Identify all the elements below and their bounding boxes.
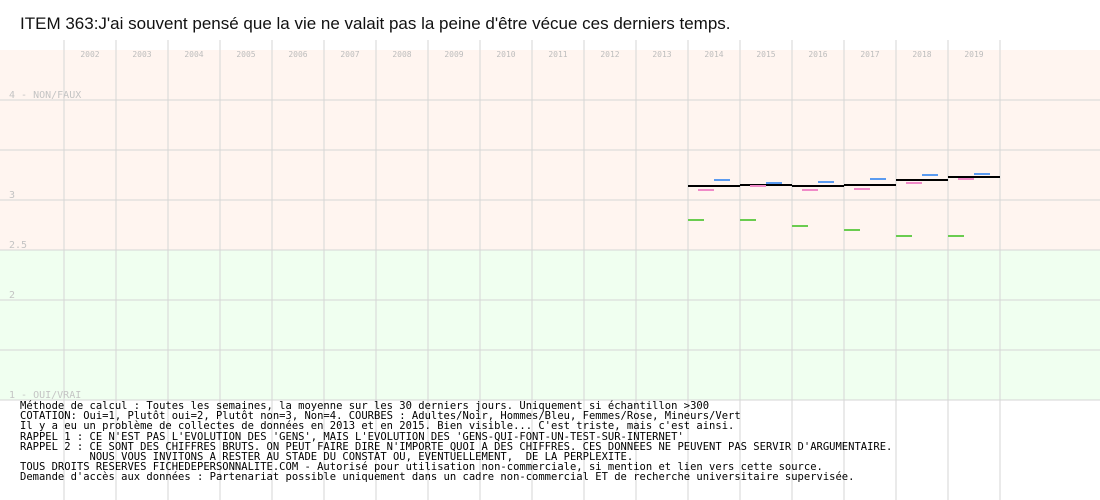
note-line: Il y a eu un problème de collectes de do… [20, 420, 735, 433]
year-label: 2015 [756, 50, 775, 59]
notes-block: Méthode de calcul : Toutes les semaines,… [20, 401, 1095, 483]
y-axis-label: 4 - NON/FAUX [9, 90, 81, 101]
year-label: 2008 [392, 50, 411, 59]
year-label: 2013 [652, 50, 671, 59]
year-label: 2012 [600, 50, 619, 59]
y-axis-label: 2.5 [9, 240, 27, 251]
note-line: COTATION: Oui=1, Plutôt oui=2, Plutôt no… [20, 410, 741, 423]
year-label: 2011 [548, 50, 567, 59]
y-axis-label: 3 [9, 190, 15, 201]
y-axis-label: 2 [9, 290, 15, 301]
note-line: Demande d'accès aux données : Partenaria… [20, 471, 855, 484]
year-label: 2009 [444, 50, 463, 59]
note-line: RAPPEL 1 : CE N'EST PAS L'EVOLUTION DES … [20, 430, 684, 443]
chart-title: ITEM 363:J'ai souvent pensé que la vie n… [20, 14, 731, 33]
year-label: 2016 [808, 50, 827, 59]
year-label: 2010 [496, 50, 515, 59]
year-label: 2017 [860, 50, 879, 59]
note-line: Méthode de calcul : Toutes les semaines,… [20, 400, 710, 412]
year-label: 2007 [340, 50, 359, 59]
year-label: 2004 [184, 50, 203, 59]
year-label: 2002 [80, 50, 99, 59]
year-label: 2014 [704, 50, 723, 59]
year-label: 2019 [964, 50, 983, 59]
y-axis-label: 1 - OUI/VRAI [9, 390, 81, 401]
note-line: RAPPEL 2 : CE SONT DES CHIFFRES BRUTS. O… [20, 440, 893, 453]
year-label: 2003 [132, 50, 151, 59]
note-line: NOUS VOUS INVITONS A RESTER AU STADE DU … [20, 451, 634, 464]
note-line: TOUS DROITS RESERVES FICHEDEPERSONNALITE… [20, 461, 823, 474]
band-1 [0, 250, 1100, 400]
year-label: 2006 [288, 50, 307, 59]
year-label: 2005 [236, 50, 255, 59]
year-label: 2018 [912, 50, 931, 59]
